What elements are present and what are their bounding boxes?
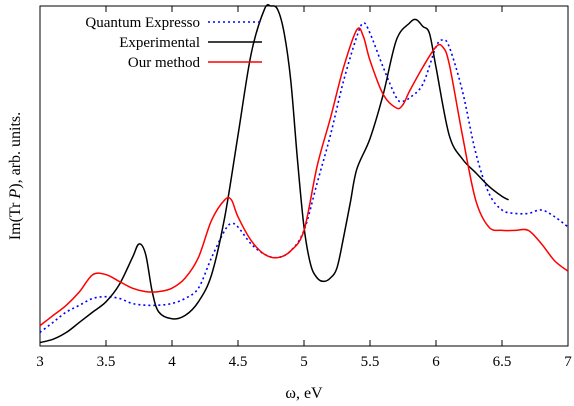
x-tick-label: 4.5 [229,354,248,370]
x-tick-label: 7 [564,354,572,370]
x-tick-label: 3.5 [97,354,116,370]
plot-series [39,3,569,344]
y-axis-label-suffix: ), arb. units. [7,112,24,189]
y-axis-label-prefix: Im(Tr [7,199,24,241]
y-axis-label: Im(Tr P), arb. units. [7,112,24,240]
legend-label: Our method [128,55,201,71]
x-axis-ticks: 3 3.5 4 4.5 5 5.5 6 6.5 7 [36,6,572,370]
series-line-our-method [39,27,569,327]
x-tick-label: 6.5 [493,354,512,370]
plot-frame [39,5,569,347]
y-axis-label-variable: P [7,189,24,200]
legend-label: Quantum Expresso [85,15,200,31]
x-tick-label: 5 [300,354,308,370]
legend: Quantum Expresso Experimental Our method [85,15,262,71]
x-tick-label: 5.5 [361,354,380,370]
x-tick-label: 6 [432,354,440,370]
legend-label: Experimental [119,35,200,51]
x-tick-label: 3 [36,354,44,370]
x-axis-label: ω, eV [285,385,323,402]
x-tick-label: 4 [168,354,176,370]
series-line-experimental [39,3,509,344]
